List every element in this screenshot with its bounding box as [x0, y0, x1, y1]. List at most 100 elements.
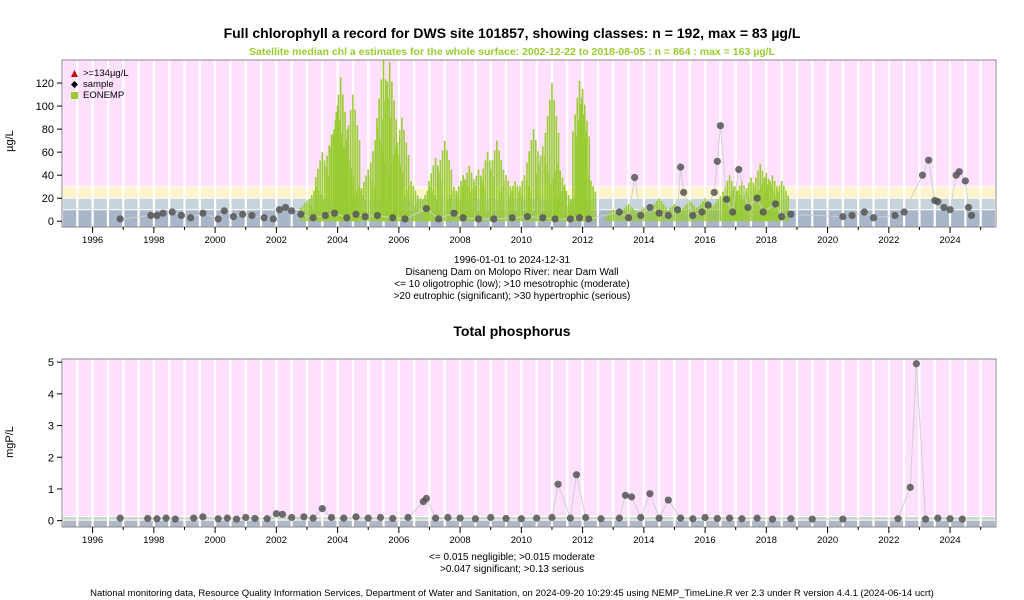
- satellite-bar: [437, 169, 439, 222]
- satellite-bar: [430, 173, 432, 222]
- sample-point: [214, 215, 222, 223]
- satellite-bar: [566, 206, 568, 222]
- legend-label-sample: sample: [83, 79, 114, 90]
- sample-point: [582, 513, 590, 522]
- satellite-bar: [686, 202, 689, 222]
- satellite-bar: [337, 94, 340, 222]
- satellite-bar: [645, 209, 647, 222]
- y-tick-label: 20: [42, 193, 54, 205]
- sample-point: [162, 514, 170, 522]
- satellite-bar: [345, 140, 348, 222]
- sample-point: [615, 208, 623, 216]
- satellite-bar: [356, 190, 358, 222]
- sample-point: [566, 514, 574, 522]
- sample-point: [946, 515, 954, 523]
- satellite-bar: [785, 190, 787, 222]
- x-tick-label: 2016: [695, 535, 716, 546]
- sample-point: [278, 510, 287, 518]
- caption-site: Disaneng Dam on Molopo River: near Dam W…: [405, 267, 619, 278]
- x-tick-label: 2002: [266, 535, 287, 546]
- satellite-bar: [453, 186, 455, 222]
- satellite-bar: [358, 186, 360, 222]
- sample-point: [624, 214, 633, 222]
- sample-point: [229, 213, 238, 221]
- sample-point: [722, 195, 731, 203]
- satellite-bar: [332, 133, 335, 222]
- black-diamond-icon: [70, 81, 78, 88]
- y-tick-label: 4: [48, 389, 54, 401]
- x-tick-label: 2002: [266, 235, 287, 246]
- sample-point: [330, 209, 339, 217]
- satellite-bar: [734, 195, 737, 222]
- caption-classes-1: <= 10 oligotrophic (low); >10 mesotrophi…: [394, 279, 630, 290]
- sample-point: [704, 201, 712, 209]
- satellite-bar: [736, 190, 739, 222]
- sample-point: [459, 214, 467, 222]
- satellite-bar: [616, 212, 619, 222]
- x-tick-label: 2020: [817, 235, 838, 246]
- legend-label-high: >=134µg/L: [83, 68, 129, 79]
- satellite-bar: [382, 119, 384, 222]
- sample-point: [631, 173, 639, 182]
- sample-point: [900, 208, 908, 216]
- satellite-bar: [758, 190, 761, 222]
- sample-point: [646, 203, 654, 212]
- satellite-bar: [675, 206, 678, 222]
- sample-point: [281, 203, 290, 212]
- x-tick-label: 2000: [205, 535, 226, 546]
- satellite-bar: [363, 181, 365, 222]
- sample-point: [340, 514, 348, 522]
- sample-point: [456, 514, 464, 522]
- legend-label-eonemp: EONEMP: [83, 90, 125, 101]
- y-tick-label: 5: [48, 357, 54, 369]
- satellite-bar: [446, 199, 449, 222]
- sample-point: [364, 514, 372, 522]
- satellite-bar: [632, 208, 634, 222]
- satellite-bar: [752, 184, 755, 222]
- sample-point: [597, 515, 605, 523]
- y-tick-label: 1: [48, 484, 54, 496]
- satellite-bar: [412, 185, 415, 222]
- sample-point: [655, 209, 663, 217]
- caption-classes-2: >20 eutrophic (significant); >30 hypertr…: [393, 291, 631, 302]
- sample-point: [664, 496, 672, 504]
- sample-point: [787, 515, 795, 523]
- satellite-bar: [448, 194, 451, 222]
- satellite-bar: [439, 159, 442, 222]
- chart-subtitle: Satellite median chl a estimates for the…: [248, 46, 776, 58]
- sample-point: [716, 122, 724, 130]
- satellite-bar: [684, 205, 687, 222]
- satellite-bar: [319, 160, 321, 222]
- satellite-bar: [662, 203, 665, 222]
- sample-point: [199, 513, 207, 521]
- sample-point: [199, 209, 207, 217]
- chart-title: Full chlorophyll a record for DWS site 1…: [223, 25, 801, 41]
- satellite-bar: [614, 211, 617, 222]
- x-tick-label: 1998: [143, 535, 164, 546]
- satellite-bar: [627, 203, 630, 222]
- satellite-bar: [308, 199, 311, 222]
- satellite-bar: [568, 203, 570, 222]
- sample-point: [321, 211, 329, 220]
- satellite-bar: [354, 109, 356, 222]
- x-tick-label: 1998: [143, 235, 164, 246]
- sample-point: [450, 209, 458, 217]
- satellite-bar: [583, 114, 585, 222]
- satellite-bar: [728, 199, 730, 222]
- plot-frame: [61, 59, 997, 228]
- satellite-bar: [585, 180, 588, 222]
- satellite-bar: [574, 114, 576, 222]
- sample-point: [404, 513, 412, 522]
- satellite-bar: [475, 175, 478, 222]
- satellite-bar: [625, 206, 628, 222]
- satellite-bar: [507, 195, 510, 222]
- sample-point: [401, 215, 409, 223]
- sample-point: [309, 214, 317, 222]
- sample-point: [260, 214, 268, 222]
- satellite-bar: [537, 164, 540, 222]
- satellite-bar: [769, 180, 772, 222]
- satellite-bar: [310, 194, 313, 222]
- satellite-bar: [771, 175, 774, 222]
- satellite-bar: [401, 117, 403, 222]
- y-tick-label: 60: [42, 147, 54, 159]
